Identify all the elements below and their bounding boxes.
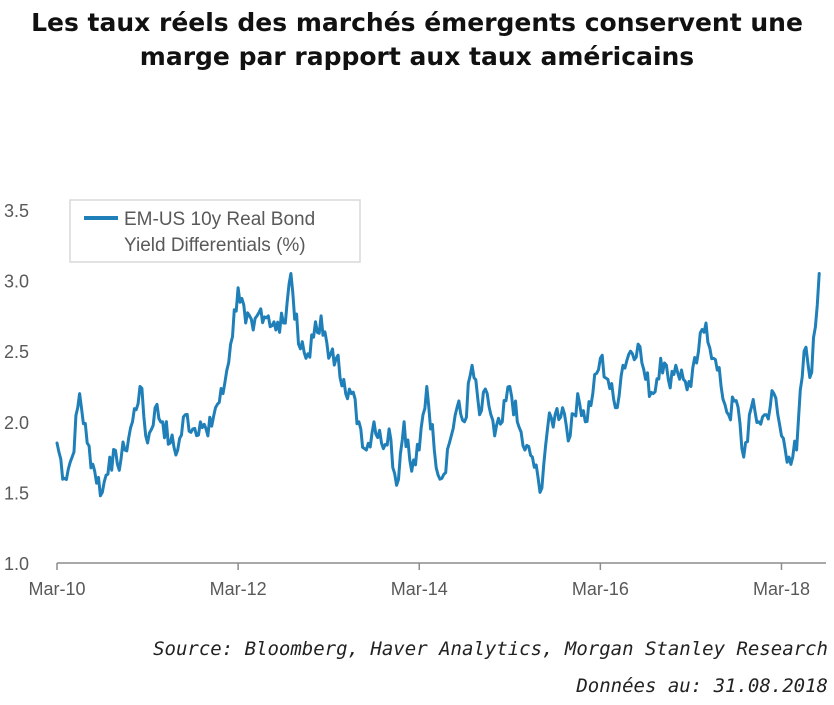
x-tick-label: Mar-16 [572,579,629,599]
chart-legend: EM-US 10y Real Bond Yield Differentials … [69,199,361,263]
chart-title-line-2: marge par rapport aux taux américains [139,42,695,71]
legend-label-line-1: EM-US 10y Real Bond [124,209,315,230]
source-note: Source: Bloomberg, Haver Analytics, Morg… [153,638,828,660]
y-tick-label: 2.5 [4,342,29,362]
legend-label-line-2: Yield Differentials (%) [124,235,306,256]
y-tick-label: 1.5 [4,483,29,503]
y-axis: 1.0 1.5 2.0 2.5 3.0 3.5 [4,201,29,574]
y-tick-label: 2.0 [4,413,29,433]
data-date-note: Données au: 31.08.2018 [576,675,828,697]
x-tick-label: Mar-12 [210,579,267,599]
legend-box [69,199,361,263]
series-line-em-us-real-yield-diff [55,272,821,498]
x-tick-label: Mar-14 [391,579,448,599]
x-tick-label: Mar-10 [28,579,85,599]
y-tick-label: 1.0 [4,554,29,574]
y-tick-label: 3.5 [4,201,29,221]
y-tick-label: 3.0 [4,272,29,292]
chart-title: Les taux réels des marchés émergents con… [0,6,834,74]
series-group [55,272,821,498]
x-axis: Mar-10 Mar-12 Mar-14 Mar-16 Mar-18 [28,562,826,599]
chart-title-line-1: Les taux réels des marchés émergents con… [31,8,803,37]
x-tick-label: Mar-18 [753,579,810,599]
